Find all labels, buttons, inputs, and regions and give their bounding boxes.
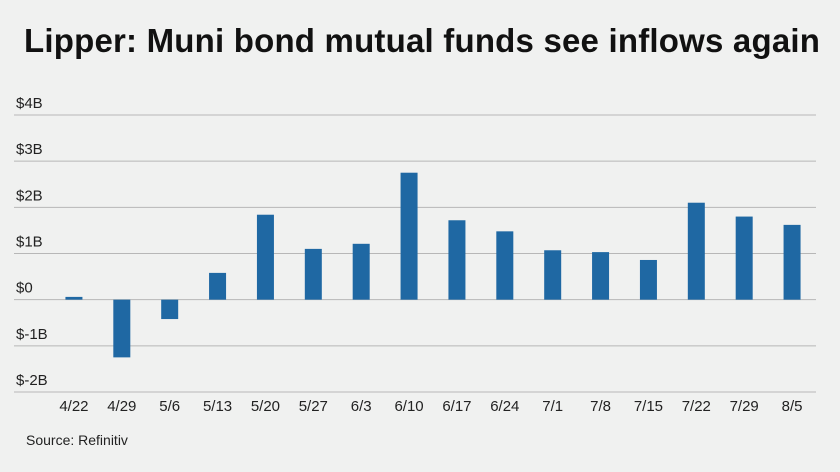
- x-tick-label: 7/1: [542, 398, 563, 415]
- y-axis-tick-labels: $4B $3B $2B $1B $0 $-1B $-2B: [16, 95, 48, 389]
- y-tick-label: $-2B: [16, 372, 48, 389]
- x-tick-label: 7/8: [590, 398, 611, 415]
- bar: [687, 202, 705, 300]
- y-tick-label: $1B: [16, 234, 43, 251]
- x-tick-label: 6/17: [442, 398, 471, 415]
- x-axis-tick-labels: 4/22 4/29 5/6 5/13 5/20 5/27 6/3 6/10 6/17 6/24 7/…: [59, 398, 802, 415]
- x-tick-label: 5/13: [203, 398, 232, 415]
- bar: [544, 250, 562, 300]
- bar: [783, 224, 801, 300]
- bars: [65, 172, 801, 358]
- x-tick-label: 5/20: [251, 398, 280, 415]
- x-tick-label: 6/3: [351, 398, 372, 415]
- bar: [256, 214, 274, 300]
- bar: [113, 299, 131, 358]
- bar: [352, 243, 370, 300]
- bar: [496, 231, 514, 300]
- bar: [65, 296, 83, 300]
- bar: [209, 272, 227, 300]
- source-note: Source: Refinitiv: [26, 432, 128, 448]
- bar: [592, 252, 610, 300]
- x-tick-label: 7/15: [634, 398, 663, 415]
- y-tick-label: $-1B: [16, 326, 48, 343]
- x-tick-label: 4/29: [107, 398, 136, 415]
- bar: [639, 259, 657, 300]
- x-tick-label: 4/22: [59, 398, 88, 415]
- bar: [400, 172, 418, 300]
- x-tick-label: 8/5: [782, 398, 803, 415]
- y-tick-label: $3B: [16, 141, 43, 158]
- x-tick-label: 5/27: [299, 398, 328, 415]
- bar: [448, 220, 466, 300]
- x-tick-label: 5/6: [159, 398, 180, 415]
- x-tick-label: 6/24: [490, 398, 519, 415]
- x-tick-label: 7/22: [682, 398, 711, 415]
- bar: [735, 216, 753, 300]
- x-tick-label: 7/29: [730, 398, 759, 415]
- y-tick-label: $0: [16, 280, 33, 297]
- y-tick-label: $2B: [16, 187, 43, 204]
- x-tick-label: 6/10: [394, 398, 423, 415]
- bar: [161, 299, 179, 320]
- y-tick-label: $4B: [16, 95, 43, 112]
- chart-title: Lipper: Muni bond mutual funds see inflo…: [24, 22, 821, 59]
- bar: [304, 248, 322, 300]
